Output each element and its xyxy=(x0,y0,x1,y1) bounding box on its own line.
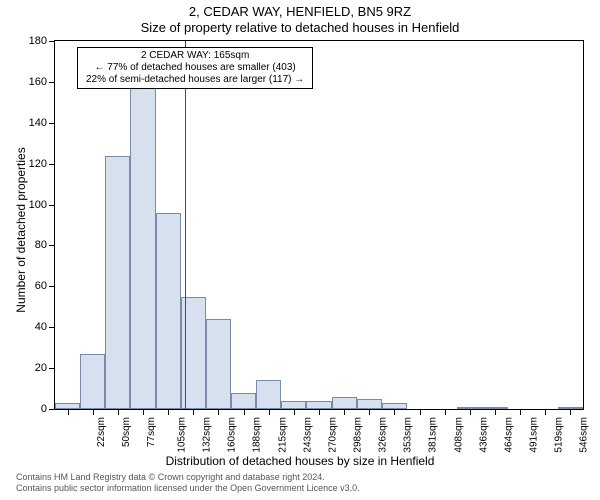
histogram-bar xyxy=(156,213,181,409)
y-tick-label: 20 xyxy=(21,362,47,374)
x-tick xyxy=(143,409,144,415)
x-tick xyxy=(470,409,471,415)
y-tick xyxy=(49,245,55,246)
y-tick xyxy=(49,327,55,328)
y-tick xyxy=(49,205,55,206)
x-tick-label: 353sqm xyxy=(403,417,414,453)
y-tick-label: 140 xyxy=(21,117,47,129)
x-tick-label: 132sqm xyxy=(202,417,213,453)
x-tick xyxy=(545,409,546,415)
plot-area: 02040608010012014016018022sqm50sqm77sqm1… xyxy=(54,40,584,410)
x-tick xyxy=(344,409,345,415)
histogram-bar xyxy=(80,354,105,409)
y-tick-label: 180 xyxy=(21,35,47,47)
y-tick-label: 100 xyxy=(21,199,47,211)
x-tick xyxy=(369,409,370,415)
x-tick-label: 408sqm xyxy=(453,417,464,453)
x-tick-label: 436sqm xyxy=(478,417,489,453)
x-tick-label: 160sqm xyxy=(227,417,238,453)
x-tick-label: 243sqm xyxy=(302,417,313,453)
y-tick-label: 40 xyxy=(21,321,47,333)
attribution-line2: Contains public sector information licen… xyxy=(16,483,360,494)
x-tick xyxy=(218,409,219,415)
histogram-bar xyxy=(281,401,306,409)
chart-container: 2, CEDAR WAY, HENFIELD, BN5 9RZ Size of … xyxy=(0,0,600,500)
x-tick xyxy=(68,409,69,415)
y-tick xyxy=(49,286,55,287)
x-tick-label: 215sqm xyxy=(277,417,288,453)
x-tick xyxy=(520,409,521,415)
histogram-bar xyxy=(231,393,256,409)
x-tick xyxy=(269,409,270,415)
y-tick-label: 160 xyxy=(21,76,47,88)
x-tick-label: 546sqm xyxy=(579,417,590,453)
x-tick-label: 326sqm xyxy=(378,417,389,453)
y-tick xyxy=(49,409,55,410)
histogram-bar xyxy=(357,399,382,409)
annotation-line1: 2 CEDAR WAY: 165sqm xyxy=(86,50,304,62)
y-tick xyxy=(49,123,55,124)
y-tick xyxy=(49,368,55,369)
y-tick xyxy=(49,164,55,165)
marker-line xyxy=(185,41,186,409)
x-tick xyxy=(118,409,119,415)
histogram-bar xyxy=(206,319,231,409)
y-tick-label: 60 xyxy=(21,280,47,292)
annotation-line3: 22% of semi-detached houses are larger (… xyxy=(86,74,304,86)
chart-title-line2: Size of property relative to detached ho… xyxy=(0,20,600,35)
y-tick-label: 80 xyxy=(21,239,47,251)
chart-title-line1: 2, CEDAR WAY, HENFIELD, BN5 9RZ xyxy=(0,4,600,19)
x-tick-label: 50sqm xyxy=(121,417,132,447)
attribution-text: Contains HM Land Registry data © Crown c… xyxy=(16,472,360,495)
y-tick-label: 120 xyxy=(21,158,47,170)
attribution-line1: Contains HM Land Registry data © Crown c… xyxy=(16,472,360,483)
x-tick xyxy=(193,409,194,415)
x-tick-label: 22sqm xyxy=(96,417,107,447)
histogram-bar xyxy=(105,156,130,410)
y-tick xyxy=(49,41,55,42)
x-tick-label: 491sqm xyxy=(529,417,540,453)
histogram-bar xyxy=(130,61,155,409)
x-tick xyxy=(93,409,94,415)
annotation-box: 2 CEDAR WAY: 165sqm ← 77% of detached ho… xyxy=(77,47,313,89)
x-tick-label: 464sqm xyxy=(503,417,514,453)
x-tick xyxy=(319,409,320,415)
x-tick-label: 381sqm xyxy=(428,417,439,453)
x-tick xyxy=(244,409,245,415)
histogram-bar xyxy=(256,380,281,409)
x-tick-label: 519sqm xyxy=(554,417,565,453)
x-tick-label: 77sqm xyxy=(146,417,157,447)
x-tick xyxy=(445,409,446,415)
x-axis-label: Distribution of detached houses by size … xyxy=(0,454,600,468)
x-tick xyxy=(420,409,421,415)
histogram-bar xyxy=(306,401,331,409)
x-tick-label: 270sqm xyxy=(327,417,338,453)
x-tick xyxy=(394,409,395,415)
x-tick-label: 298sqm xyxy=(353,417,364,453)
y-tick-label: 0 xyxy=(21,403,47,415)
y-tick xyxy=(49,82,55,83)
x-tick-label: 188sqm xyxy=(252,417,263,453)
x-tick xyxy=(495,409,496,415)
x-tick xyxy=(168,409,169,415)
x-tick-label: 105sqm xyxy=(177,417,188,453)
annotation-line2: ← 77% of detached houses are smaller (40… xyxy=(86,62,304,74)
x-tick xyxy=(570,409,571,415)
x-tick xyxy=(294,409,295,415)
histogram-bar xyxy=(332,397,357,409)
